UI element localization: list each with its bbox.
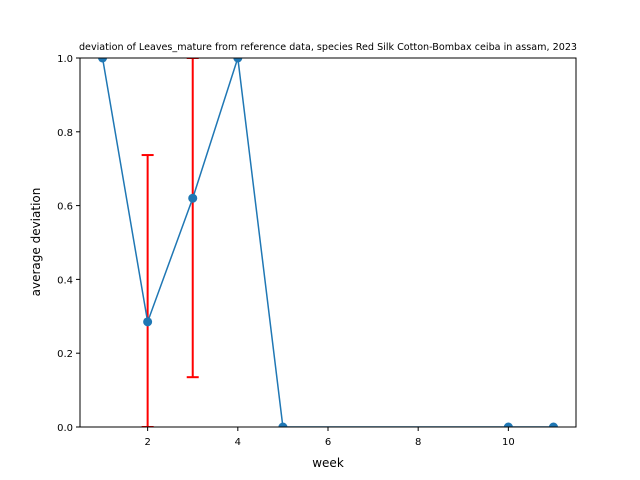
y-tick-label-1.0: 1.0	[57, 54, 73, 65]
y-tick-label-0.8: 0.8	[57, 128, 73, 139]
x-axis-label: week	[312, 456, 344, 470]
y-tick-label-0.0: 0.0	[57, 423, 73, 434]
data-point-week-3	[188, 194, 197, 203]
x-tick-label-4: 4	[235, 437, 241, 448]
data-point-week-2	[143, 317, 152, 326]
y-tick-label-0.4: 0.4	[57, 275, 73, 286]
x-tick-label-10: 10	[502, 437, 515, 448]
chart-title: deviation of Leaves_mature from referenc…	[79, 42, 577, 53]
x-tick-label-8: 8	[415, 437, 421, 448]
x-tick-label-6: 6	[325, 437, 331, 448]
y-axis-label: average deviation	[29, 188, 43, 297]
x-tick-label-2: 2	[144, 437, 150, 448]
y-tick-label-0.6: 0.6	[57, 202, 73, 213]
y-tick-label-0.2: 0.2	[57, 349, 73, 360]
